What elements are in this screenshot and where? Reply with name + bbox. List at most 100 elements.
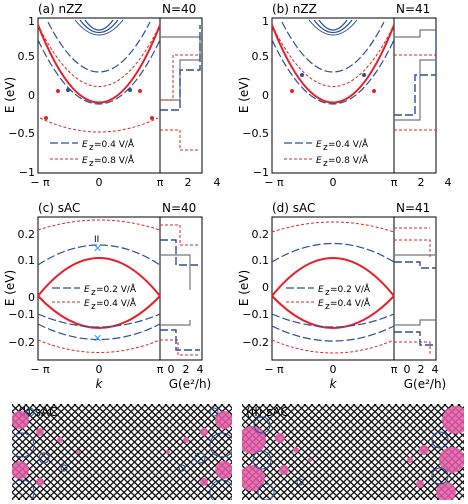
atom-marker: [38, 452, 50, 464]
legend-label: E: [82, 140, 88, 150]
lattice-bond: [254, 404, 356, 500]
lattice-bond: [52, 404, 154, 500]
y-tick: −1: [19, 166, 35, 179]
lattice-bond: [12, 430, 84, 500]
cross-marker: ✕: [93, 332, 102, 345]
atom-marker: [200, 478, 208, 486]
atom-marker: [442, 406, 464, 434]
legend-label: E: [318, 285, 324, 295]
cross-marker: ✕: [93, 242, 102, 255]
atom-marker: [194, 452, 206, 464]
legend-sub: z: [325, 302, 330, 312]
lattice-bond: [12, 444, 70, 500]
lattice-bond: [12, 404, 63, 453]
lattice-bond: [171, 404, 232, 463]
lattice-bond: [12, 451, 63, 500]
atom-marker: [178, 464, 186, 472]
panel-b-bands: [272, 19, 394, 105]
legend-sub: z: [91, 302, 96, 312]
lattice-bond: [345, 404, 447, 500]
g-tick: 4: [445, 176, 452, 189]
atom-marker: [416, 480, 424, 488]
y-tick: 0.1: [18, 254, 36, 267]
legend-value: =0.4 V/Å: [328, 138, 369, 150]
legend-value: =0.8 V/Å: [328, 154, 369, 166]
atom-marker: [419, 445, 429, 455]
x-label-d: k: [330, 377, 338, 391]
state-dot: [300, 73, 304, 77]
atom-marker: [36, 428, 44, 436]
lattice-bond: [242, 404, 342, 500]
atom-marker: [183, 437, 189, 443]
atom-marker: [257, 483, 275, 500]
g-tick: 2: [418, 363, 425, 376]
lattice-bond: [242, 404, 272, 433]
atom-marker: [242, 465, 265, 491]
legend-label: E: [316, 140, 322, 150]
panel-a-n: N=40: [162, 2, 196, 16]
lattice-bond: [12, 404, 14, 406]
lattice-bond: [268, 404, 370, 500]
y-tick: −1: [253, 166, 269, 179]
atom-marker: [25, 407, 35, 417]
panel-b-conductance: [394, 29, 437, 131]
atom-marker: [242, 426, 266, 454]
lattice-bond: [317, 404, 419, 500]
state-dot: [66, 88, 70, 92]
lattice-bond: [122, 404, 222, 500]
lattice-bond: [150, 404, 232, 483]
lattice-bond: [436, 473, 464, 500]
lattice-bond: [443, 479, 464, 500]
panel-b-frame: [271, 17, 437, 174]
lattice-bond: [101, 404, 203, 500]
atom-marker: [431, 467, 449, 485]
atom-markers: [12, 407, 232, 500]
k-tick: − π: [264, 363, 284, 376]
legend-label: E: [84, 285, 90, 295]
lattice-bond: [38, 404, 140, 500]
g-tick: 0: [168, 363, 175, 376]
y-tick: 0.5: [252, 50, 270, 63]
lattice-bond: [164, 404, 232, 470]
legend-b: E z =0.4 V/Å E z =0.8 V/Å: [284, 138, 369, 169]
lattice-bond: [415, 453, 464, 500]
legend-d: E z =0.2 V/Å E z =0.4 V/Å: [286, 283, 371, 312]
lattice-bond: [199, 468, 232, 500]
atom-marker: [60, 464, 68, 472]
lattice-bond: [31, 404, 133, 500]
lattice-bond: [157, 404, 232, 476]
y-tick: 0: [28, 291, 35, 304]
g-tick: 4: [197, 363, 204, 376]
state-dot: [372, 89, 376, 93]
panel-a-bands: [38, 19, 160, 133]
k-tick: π: [157, 363, 164, 376]
legend-sub: z: [89, 143, 94, 153]
lattice-bond: [206, 475, 232, 500]
y-ticks-d: 0.2 0.1 0 −0.1 −0.2: [242, 228, 269, 349]
lattice-bond: [143, 404, 232, 490]
k-tick: 0: [96, 363, 103, 376]
atom-marker: [36, 478, 44, 486]
legend-label: E: [84, 299, 90, 309]
atom-markers: [242, 406, 464, 500]
legend-label: E: [316, 156, 322, 166]
lattice-bond: [242, 404, 279, 440]
atom-marker: [12, 479, 35, 500]
atom-marker: [215, 461, 232, 479]
g-tick: 0: [404, 363, 411, 376]
lattice-bond: [310, 404, 412, 500]
atom-marker: [12, 432, 35, 458]
legend-value: =0.8 V/Å: [94, 154, 135, 166]
y-tick: 0: [262, 89, 269, 102]
atom-marker: [76, 450, 80, 454]
lattice-bond: [242, 404, 293, 453]
state-dot: [56, 89, 60, 93]
g-label-c: G(e²/h): [169, 377, 212, 391]
g-ticks-a: 2 4: [185, 176, 221, 189]
legend-sub: z: [89, 159, 94, 169]
y-tick: −0.1: [242, 308, 269, 321]
atom-marker: [12, 411, 29, 429]
lattice-bond: [296, 404, 398, 500]
lattice-II: [122, 404, 464, 500]
